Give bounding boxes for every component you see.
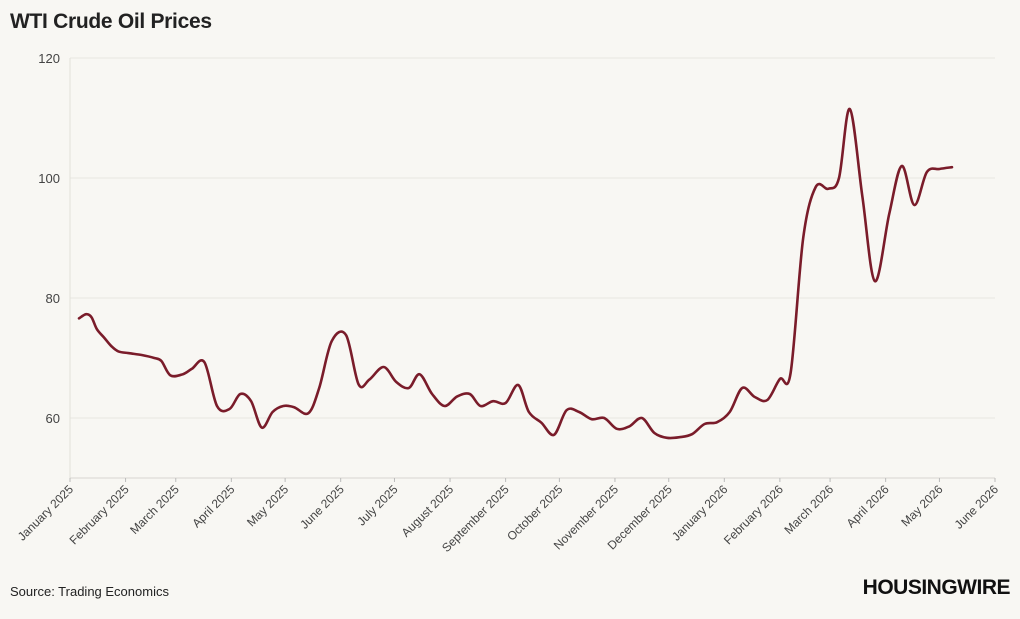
x-tick-label: March 2025 bbox=[127, 482, 182, 537]
y-tick-label: 100 bbox=[38, 171, 60, 186]
x-tick-label: January 2026 bbox=[669, 482, 731, 544]
x-tick-label: April 2025 bbox=[189, 482, 237, 530]
x-tick-label: February 2026 bbox=[721, 482, 786, 547]
grid-lines bbox=[69, 57, 995, 479]
y-tick-label: 80 bbox=[46, 291, 60, 306]
series-lines bbox=[77, 107, 954, 440]
x-tick-label: March 2026 bbox=[781, 482, 836, 537]
y-axis: 60 80 100 120 bbox=[38, 51, 60, 426]
housingwire-logo: HOUSINGWIRE bbox=[862, 576, 1011, 599]
x-tick-label: February 2025 bbox=[67, 482, 132, 547]
x-tick-label: May 2026 bbox=[898, 482, 945, 529]
x-tick-label: August 2025 bbox=[399, 482, 457, 540]
x-tick-label: April 2026 bbox=[844, 482, 892, 530]
x-tick-label: May 2025 bbox=[244, 482, 291, 529]
y-tick-label: 60 bbox=[46, 411, 60, 426]
x-tick-label: June 2025 bbox=[297, 482, 347, 532]
chart-title: WTI Crude Oil Prices bbox=[10, 10, 212, 33]
source-note: Source: Trading Economics bbox=[10, 584, 169, 599]
y-tick-label: 120 bbox=[38, 51, 60, 66]
x-tick-label: July 2025 bbox=[354, 482, 400, 528]
x-tick-label: October 2025 bbox=[504, 482, 566, 544]
x-tick-label: June 2026 bbox=[952, 482, 1002, 532]
x-tick-label: January 2025 bbox=[15, 482, 77, 544]
series-line-0 bbox=[77, 107, 954, 440]
